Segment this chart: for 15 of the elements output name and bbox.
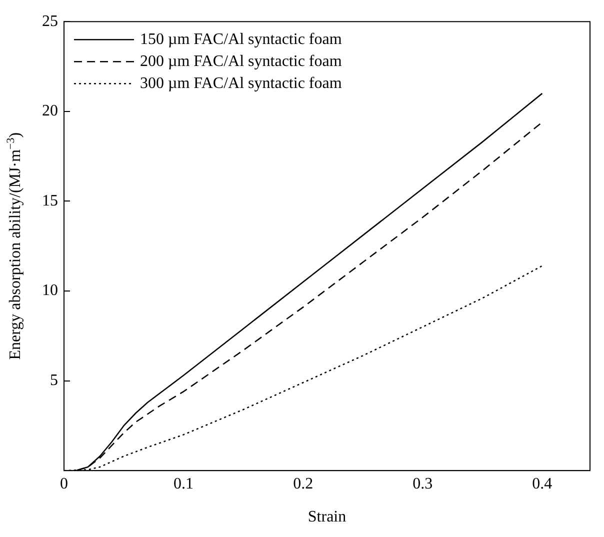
x-tick-label: 0.4	[532, 475, 552, 492]
y-tick-label: 5	[50, 372, 58, 390]
x-tick-label: 0.2	[293, 475, 314, 492]
legend-label: 300 µm FAC/Al syntactic foam	[140, 74, 342, 92]
y-tick-label: 20	[42, 102, 58, 120]
legend-label: 150 µm FAC/Al syntactic foam	[140, 30, 342, 48]
legend-label: 200 µm FAC/Al syntactic foam	[140, 52, 342, 70]
x-tick-label: 0.3	[412, 475, 433, 492]
x-axis-title: Strain	[308, 508, 346, 526]
x-tick-label: 0.1	[174, 475, 194, 492]
y-tick-label: 15	[42, 192, 58, 210]
y-tick-label: 10	[42, 282, 58, 300]
y-tick-label: 25	[42, 12, 58, 30]
y-axis-title: Energy absorption ability/(MJ·m−3)	[5, 132, 24, 360]
x-tick-label: 0	[60, 475, 68, 492]
